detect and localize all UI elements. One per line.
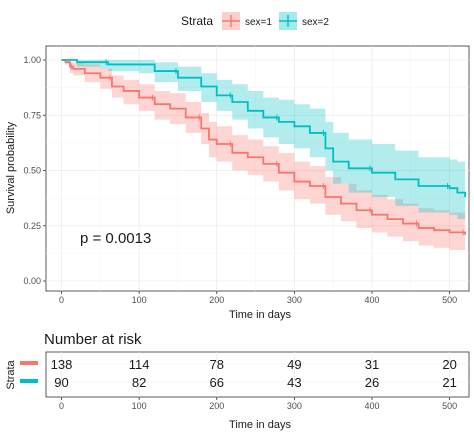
risk-x-tick-label: 100 [132,401,147,411]
risk-x-tick-label: 200 [209,401,224,411]
risk-row-key-sex2 [20,379,38,383]
risk-count-sex2: 43 [287,375,301,390]
legend-label-sex2: sex=2 [302,17,329,28]
p-value-annotation: p = 0.0013 [80,230,151,247]
risk-x-tick-label: 400 [364,401,379,411]
risk-table-rows: 138 114 78 49 31 20 90 82 66 43 26 21 [20,357,469,390]
legend-label-sex1: sex=1 [245,17,272,28]
legend-title: Strata [181,14,213,28]
plot-panel [45,45,470,292]
risk-count-sex1: 20 [442,357,456,372]
grid-lines [46,46,469,291]
legend-key-sex2: sex=2 [279,12,329,30]
risk-count-sex2: 21 [442,375,456,390]
risk-count-sex2: 90 [54,375,68,390]
x-axis: 0 100 200 300 400 500 [59,291,457,305]
risk-count-sex2: 26 [365,375,379,390]
survival-curve-sex1 [61,59,467,235]
risk-count-sex2: 66 [210,375,224,390]
risk-count-sex1: 114 [129,357,150,372]
legend-key-sex1: sex=1 [222,12,272,30]
risk-x-tick-label: 0 [59,401,64,411]
legend: Strata sex=1 sex=2 [181,12,329,30]
x-tick-label: 300 [287,295,302,305]
confidence-band-sex2 [61,60,466,226]
y-tick-label: 0.50 [23,166,41,176]
x-tick-label: 200 [209,295,224,305]
risk-count-sex1: 138 [51,357,73,372]
x-tick-label: 400 [364,295,379,305]
y-axis: 0.00 0.25 0.50 0.75 1.00 [23,55,46,286]
confidence-bands [61,60,466,253]
risk-count-sex1: 31 [365,357,379,372]
risk-count-sex2: 82 [132,375,146,390]
y-tick-label: 0.00 [23,276,41,286]
risk-table-panel [45,351,470,398]
survival-curve-sex2 [61,59,467,198]
x-tick-label: 0 [59,295,64,305]
x-tick-label: 500 [442,295,457,305]
y-tick-label: 1.00 [23,55,41,65]
y-axis-title: Survival probability [5,121,17,214]
risk-count-sex1: 78 [210,357,224,372]
risk-x-tick-label: 300 [287,401,302,411]
x-tick-label: 100 [132,295,147,305]
risk-table-grid [61,352,450,397]
risk-table-title: Number at risk [44,331,142,348]
risk-table-y-title: Strata [5,359,17,389]
risk-row-key-sex1 [20,361,38,365]
risk-x-tick-label: 500 [442,401,457,411]
y-tick-label: 0.75 [23,110,41,120]
risk-table-x-axis: 0 100 200 300 400 500 [59,397,457,411]
confidence-band-sex1 [61,60,466,253]
risk-count-sex1: 49 [287,357,301,372]
x-axis-title: Time in days [229,309,291,321]
y-tick-label: 0.25 [23,221,41,231]
survival-curves [61,59,467,236]
risk-table-x-title: Time in days [229,419,291,431]
